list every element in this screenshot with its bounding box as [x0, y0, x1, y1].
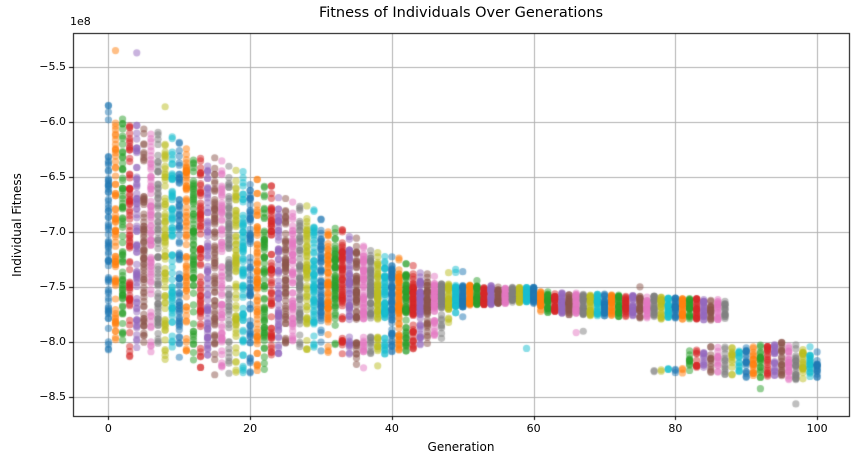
y-axis-offset-label: 1e8	[70, 15, 91, 28]
x-tick-label: 0	[104, 422, 112, 435]
y-tick-label: −6.5	[39, 170, 66, 184]
y-tick-label: −8.0	[39, 335, 66, 349]
x-tick-label: 60	[526, 422, 541, 435]
x-tick-label: 20	[243, 422, 258, 435]
y-tick-label: −7.0	[39, 225, 66, 239]
y-tick-label: −6.0	[39, 115, 66, 129]
y-tick-label: −7.5	[39, 280, 66, 294]
y-tick-label: −5.5	[39, 60, 66, 74]
chart-title: Fitness of Individuals Over Generations	[318, 5, 604, 21]
x-axis-label: Generation	[427, 440, 495, 454]
x-tick-label: 80	[668, 422, 683, 435]
y-tick-label: −8.5	[39, 390, 66, 404]
x-tick-label: 40	[384, 422, 399, 435]
x-tick-label: 100	[806, 422, 828, 435]
